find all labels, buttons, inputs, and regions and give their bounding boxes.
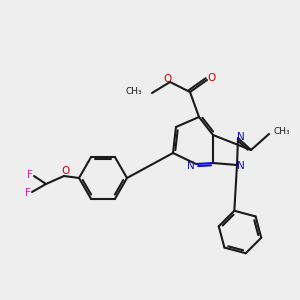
Text: F: F [25,188,31,198]
Text: CH₃: CH₃ [274,127,291,136]
Text: O: O [163,74,171,84]
Text: F: F [27,170,33,180]
Text: N: N [237,161,245,171]
Text: N: N [187,161,195,171]
Text: O: O [207,73,215,83]
Text: CH₃: CH₃ [125,88,142,97]
Text: O: O [61,166,69,176]
Text: N: N [237,132,245,142]
